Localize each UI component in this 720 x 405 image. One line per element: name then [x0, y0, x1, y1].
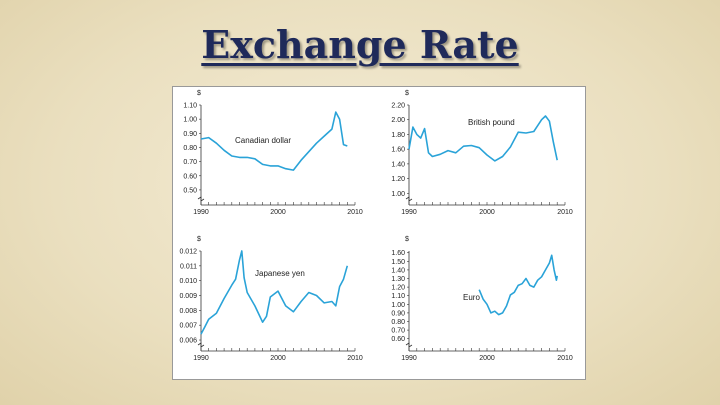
panel-3: $0.006 0.007 0.008 0.009 0.010 0.011 0.012 1990…	[179, 236, 362, 362]
panel-1: $0.50 0.60 0.70 0.80 0.90 1.00 1.10 1990 2000 201…	[183, 90, 363, 216]
y-tick-label: 0.012	[179, 249, 197, 256]
y-tick-label: 1.20	[391, 285, 405, 292]
y-tick-label: 1.10	[183, 103, 197, 110]
series-label: Canadian dollar	[235, 136, 291, 145]
y-tick-label: 0.90	[391, 310, 405, 317]
x-tick-label: 2010	[347, 355, 363, 362]
series-label: Euro	[463, 293, 480, 302]
x-tick-label: 2010	[557, 209, 573, 216]
y-tick-label: 0.009	[179, 293, 197, 300]
axis-break	[197, 342, 205, 348]
y-tick-label: 1.30	[391, 276, 405, 283]
series-label: Japanese yen	[255, 269, 305, 278]
unit-label: $	[197, 236, 201, 243]
y-tick-label: 1.00	[391, 302, 405, 309]
slide-title: Exchange Rate	[201, 22, 519, 67]
y-tick-label: 1.00	[183, 117, 197, 124]
y-tick-label: 1.80	[391, 132, 405, 139]
series-line	[200, 111, 348, 171]
y-tick-label: 1.40	[391, 267, 405, 274]
x-tick-label: 2010	[557, 355, 573, 362]
y-tick-label: 0.70	[391, 328, 405, 335]
x-tick-label: 2000	[479, 209, 495, 216]
y-tick-label: 0.60	[391, 336, 405, 343]
y-tick-label: 0.008	[179, 308, 197, 315]
x-tick-label: 2000	[479, 355, 495, 362]
y-tick-label: 2.00	[391, 117, 405, 124]
x-tick-label: 1990	[193, 209, 209, 216]
y-tick-label: 2.20	[391, 103, 405, 110]
y-tick-label: 0.70	[183, 159, 197, 166]
y-tick-label: 0.60	[183, 173, 197, 180]
axis-break	[405, 196, 413, 202]
y-tick-label: 0.90	[183, 131, 197, 138]
y-tick-label: 0.011	[180, 263, 197, 270]
y-tick-label: 1.00	[391, 191, 405, 198]
unit-label: $	[405, 90, 409, 97]
axis-break	[197, 196, 205, 202]
series-line	[408, 115, 558, 162]
y-tick-label: 1.10	[391, 293, 405, 300]
exchange-rate-figure: $0.50 0.60 0.70 0.80 0.90 1.00 1.10 1990 2000 201…	[172, 86, 586, 380]
y-tick-label: 1.20	[391, 176, 405, 183]
panel-2: $1.00 1.20 1.40 1.60 1.80 2.00 2.20 1990 2000 201…	[391, 90, 573, 216]
x-tick-label: 1990	[401, 209, 417, 216]
y-tick-label: 0.010	[179, 278, 197, 285]
y-tick-label: 1.40	[391, 161, 405, 168]
series-line	[478, 254, 558, 316]
unit-label: $	[197, 90, 201, 97]
series-label: British pound	[468, 118, 515, 127]
y-tick-label: 0.80	[183, 145, 197, 152]
y-tick-label: 1.60	[391, 250, 405, 257]
y-tick-label: 1.50	[391, 259, 405, 266]
panel-4: $0.600.70 0.80 0.901.00 1.101.20 1.30 1.401.5…	[391, 236, 573, 362]
axis-break	[405, 342, 413, 348]
x-tick-label: 1990	[193, 355, 209, 362]
x-tick-label: 2000	[270, 209, 286, 216]
y-tick-label: 1.60	[391, 147, 405, 154]
y-tick-label: 0.50	[183, 187, 197, 194]
x-tick-label: 1990	[401, 355, 417, 362]
y-tick-label: 0.006	[179, 338, 197, 345]
unit-label: $	[405, 236, 409, 243]
series-line	[200, 250, 349, 335]
x-tick-label: 2000	[270, 355, 286, 362]
x-tick-label: 2010	[347, 209, 363, 216]
y-tick-label: 0.80	[391, 319, 405, 326]
y-tick-label: 0.007	[179, 323, 197, 330]
